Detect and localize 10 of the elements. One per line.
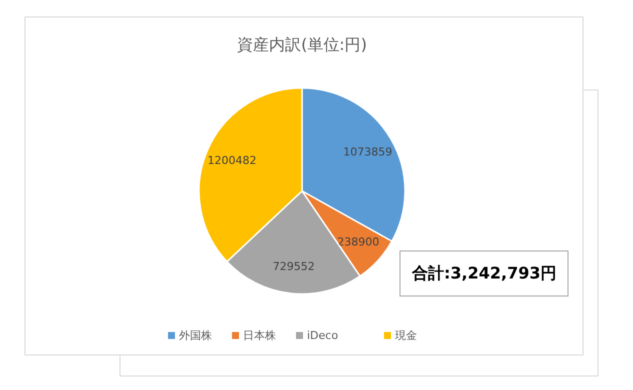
legend-label: iDeco [307,329,338,342]
legend-label: 日本株 [243,329,276,342]
text: 合計:3,242,793円 [411,263,556,282]
data-label: 1200482 [208,154,257,167]
data-label: 729552 [272,260,315,273]
data-label: 1073859 [343,145,392,158]
legend-label: 現金 [395,329,417,342]
legend-label: 外国株 [179,329,212,342]
data-label: 238900 [337,235,380,248]
chart-title: 資産内訳(単位:円) [237,35,367,54]
